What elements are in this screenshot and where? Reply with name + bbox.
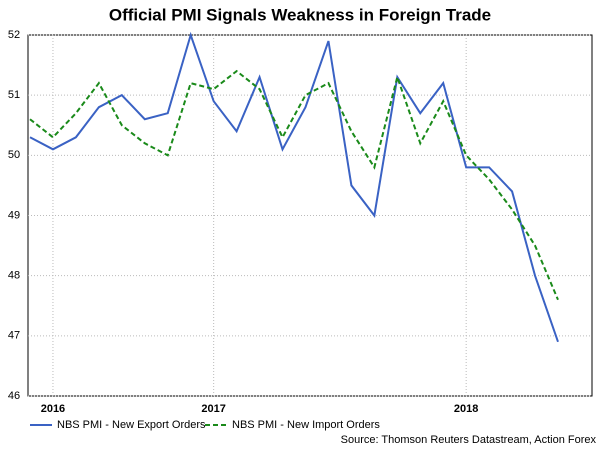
y-tick-label: 49: [8, 209, 20, 221]
x-tick-label: 2018: [454, 403, 478, 415]
legend-label: NBS PMI - New Import Orders: [232, 419, 380, 431]
legend-label: NBS PMI - New Export Orders: [57, 419, 206, 431]
y-tick-label: 52: [8, 29, 20, 41]
data-line: [29, 69, 559, 301]
y-tick-label: 48: [8, 270, 20, 282]
x-tick-label: 2016: [41, 403, 65, 415]
y-tick-label: 46: [8, 390, 20, 402]
chart-title: Official PMI Signals Weakness in Foreign…: [109, 5, 491, 24]
y-tick-label: 51: [8, 89, 20, 101]
y-tick-label: 50: [8, 149, 20, 161]
y-tick-label: 47: [8, 330, 20, 342]
x-tick-label: 2017: [201, 403, 225, 415]
source: Source: Thomson Reuters Datastream, Acti…: [341, 434, 597, 446]
data-line: [29, 31, 559, 343]
